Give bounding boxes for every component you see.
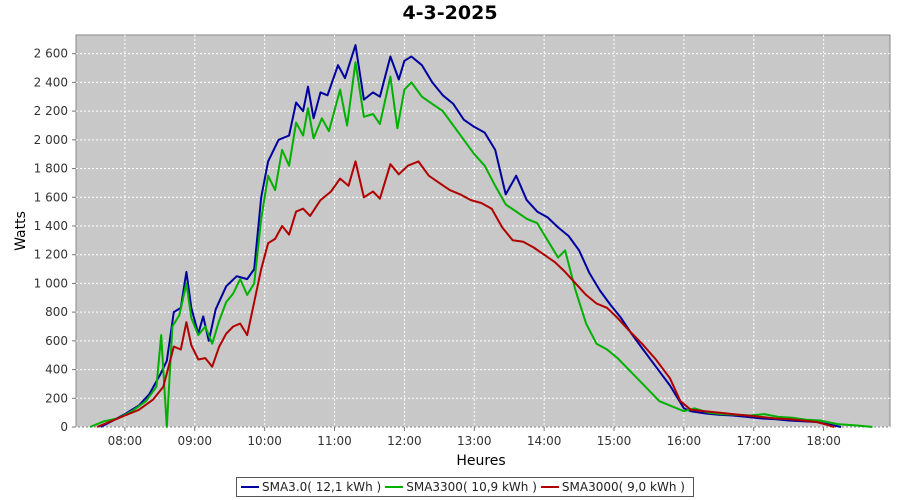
- y-tick-label: 2 200: [34, 104, 68, 118]
- y-tick-label: 200: [45, 391, 68, 405]
- x-tick-label: 14:00: [527, 434, 562, 448]
- x-axis-title: Heures: [456, 453, 505, 469]
- y-tick-label: 400: [45, 363, 68, 377]
- y-tick-label: 600: [45, 334, 68, 348]
- gridlines: [76, 35, 890, 428]
- y-tick-label: 2 000: [34, 133, 68, 147]
- y-tick-label: 1 600: [34, 190, 68, 204]
- y-tick-label: 1 200: [34, 248, 68, 262]
- x-tick-label: 17:00: [736, 434, 771, 448]
- y-tick-label: 1 800: [34, 162, 68, 176]
- legend-item-sma3000: SMA3000( 9,0 kWh ): [540, 480, 685, 494]
- legend-label-sma3000: SMA3000( 9,0 kWh ): [561, 480, 685, 494]
- legend-item-sma3300: SMA3300( 10,9 kWh ): [385, 480, 537, 494]
- y-tick-label: 1 400: [34, 219, 68, 233]
- y-tick-label: 800: [45, 305, 68, 319]
- series-line-sma3000: [96, 160, 835, 428]
- x-tick-label: 11:00: [317, 434, 352, 448]
- x-tick-label: 09:00: [177, 434, 212, 448]
- legend: SMA3.0( 12,1 kWh ) SMA3300( 10,9 kWh ) S…: [236, 477, 694, 497]
- x-tick-label: 16:00: [667, 434, 702, 448]
- series-line-sma3300: [89, 61, 873, 428]
- y-tick-label: 1 000: [34, 276, 68, 290]
- legend-label-sma30: SMA3.0( 12,1 kWh ): [262, 480, 382, 494]
- x-tick-label: 10:00: [247, 434, 282, 448]
- axis-ticks: 0 200 400 600 800 1 000 1 200 1 400 1 600 1 800 2 …: [34, 47, 841, 448]
- series-lines: [89, 44, 873, 428]
- x-tick-label: 15:00: [597, 434, 632, 448]
- x-tick-label: 13:00: [457, 434, 492, 448]
- x-tick-label: 12:00: [387, 434, 422, 448]
- y-axis-title: Watts: [13, 211, 29, 251]
- legend-swatch-sma3300: [385, 486, 404, 488]
- chart-title: 4-3-2025: [402, 2, 498, 24]
- legend-label-sma3300: SMA3300( 10,9 kWh ): [406, 480, 537, 494]
- legend-item-sma30: SMA3.0( 12,1 kWh ): [241, 480, 381, 494]
- plot-area: [75, 34, 891, 428]
- y-tick-label: 2 600: [34, 47, 68, 61]
- legend-swatch-sma30: [241, 486, 259, 488]
- y-tick-label: 2 400: [34, 75, 68, 89]
- x-tick-label: 18:00: [806, 434, 841, 448]
- y-tick-label: 0: [60, 420, 68, 434]
- x-tick-label: 08:00: [108, 434, 143, 448]
- legend-swatch-sma3000: [540, 486, 559, 488]
